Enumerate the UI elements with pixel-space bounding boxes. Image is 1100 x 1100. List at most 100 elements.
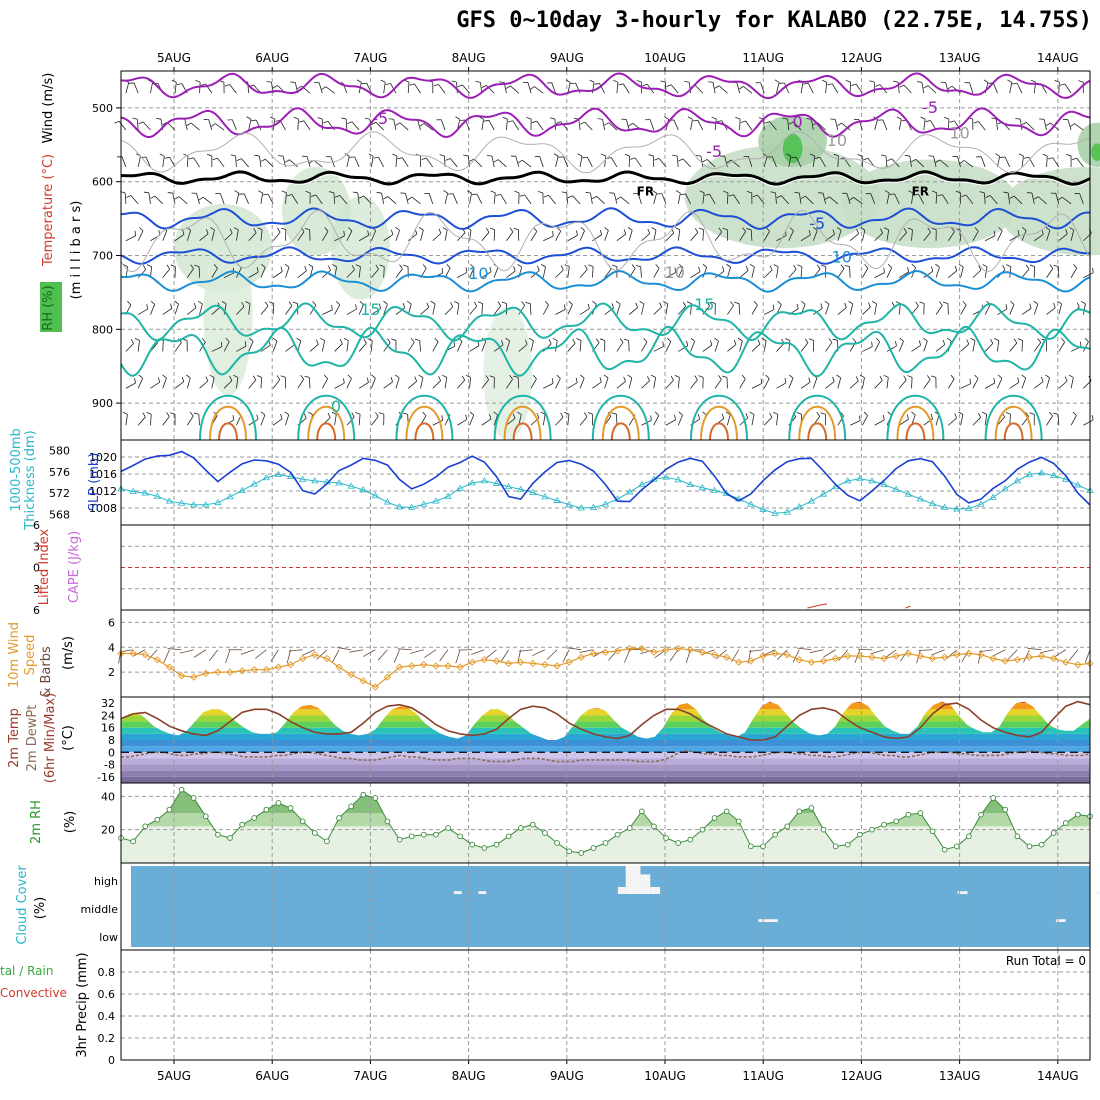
wind-barb-feather <box>1009 300 1015 305</box>
wind-barb <box>456 341 463 352</box>
wind-barb-feather <box>583 412 588 417</box>
temperature-contour <box>896 405 935 441</box>
wind-barb-feather <box>913 193 919 196</box>
wind-barb-feather <box>132 117 138 120</box>
wind-barb-feather <box>331 411 337 415</box>
series-marker <box>675 840 682 846</box>
wind-barb <box>751 343 761 352</box>
date-label-top: 6AUG <box>255 51 289 65</box>
wind-barb <box>297 378 305 389</box>
wind-barb <box>751 304 758 315</box>
wind-barb-feather <box>660 80 666 83</box>
wind-barb <box>1057 414 1060 426</box>
wind-barb-feather <box>572 338 576 344</box>
wind-barb <box>321 378 328 389</box>
wind-barb-feather <box>465 267 468 273</box>
wind-barb <box>923 379 931 389</box>
wind-barb-feather <box>998 227 1003 232</box>
wind-barb <box>285 192 287 204</box>
wind-barb <box>616 303 621 315</box>
wind-barb <box>812 377 818 389</box>
wind-barb-feather <box>883 374 889 378</box>
wind-barb-feather <box>672 154 678 157</box>
wind-barb <box>358 382 369 389</box>
wind-barb-feather <box>879 375 883 381</box>
wind-barb <box>1055 193 1060 204</box>
wind-barb-feather <box>403 264 409 268</box>
wind-barb-feather <box>769 265 773 271</box>
wind-barb-feather <box>827 83 833 86</box>
temperature-contour <box>120 72 1091 100</box>
series-marker <box>819 657 828 665</box>
contour-label: FR <box>637 185 654 199</box>
wind-barb-feather <box>317 117 323 120</box>
data-lines <box>114 72 1094 856</box>
wind-barb-feather <box>166 412 170 417</box>
wind10-axis-label-c: & Barbs <box>39 646 54 698</box>
wind-barb-feather <box>1080 341 1082 347</box>
wind-barb <box>616 342 624 352</box>
wind-barb <box>543 382 554 389</box>
wind-barb <box>500 649 509 662</box>
temperature-tick-label: -16 <box>97 771 115 784</box>
thickness-tick-label: 572 <box>49 487 70 500</box>
wind-barb <box>240 649 255 655</box>
series-marker <box>856 652 864 660</box>
wind-barb <box>1007 192 1011 204</box>
wind-barb-feather <box>580 374 585 379</box>
wind-barb <box>903 84 912 94</box>
wind-barb-feather <box>375 264 379 270</box>
wind-barb <box>351 121 360 131</box>
wind-barb <box>405 193 409 204</box>
wind-barb <box>623 83 630 94</box>
series-marker <box>274 663 283 671</box>
series-marker <box>929 828 936 835</box>
wind-barb-feather <box>343 230 345 236</box>
wind-barb-feather <box>937 194 943 197</box>
wind-barb-feather <box>541 264 546 268</box>
wind-barb-feather <box>1021 374 1026 379</box>
wind-barb-feather <box>1080 300 1086 305</box>
series-marker <box>577 653 585 661</box>
wind-barb <box>289 159 299 168</box>
wind-barb-feather <box>1066 154 1072 157</box>
series-marker <box>553 496 561 503</box>
wind-barb <box>471 649 485 655</box>
wind-barb <box>992 82 998 94</box>
wind-barb-feather <box>950 374 955 380</box>
series-marker <box>517 485 525 492</box>
wind-barb-feather <box>576 338 582 341</box>
wind-barb <box>527 82 532 94</box>
wind-barb <box>223 380 233 389</box>
date-label-bottom: 12AUG <box>841 1069 883 1083</box>
wind-barb-feather <box>122 411 128 415</box>
wind-barb-feather <box>253 228 257 233</box>
series-marker <box>395 663 404 671</box>
wind-barb <box>530 340 534 352</box>
wind-barb-feather <box>536 265 540 271</box>
series-marker <box>226 493 234 500</box>
wind-barb <box>381 192 385 204</box>
wind-barb-feather <box>1025 412 1029 417</box>
wind-barb-feather <box>809 153 815 157</box>
wind-barb-feather <box>642 83 648 87</box>
wind-barb <box>727 344 737 352</box>
wind-barb <box>1058 380 1068 389</box>
wind-barb-feather <box>820 264 826 268</box>
wind-barb <box>579 308 590 315</box>
wind-barb <box>1043 119 1047 131</box>
wind-barb-feather <box>777 300 782 305</box>
wind-barb-feather <box>675 190 681 194</box>
wind-barb <box>208 119 213 131</box>
wind-barb <box>481 418 492 426</box>
series-marker <box>795 503 804 510</box>
series-marker <box>941 846 948 853</box>
wind-barb-feather <box>623 338 629 341</box>
wind-barb <box>279 120 286 131</box>
wind-barb <box>745 120 753 131</box>
wind-barb-feather <box>722 266 725 272</box>
wind-barb-feather <box>887 158 893 162</box>
wind-barb-feather <box>985 195 991 198</box>
series-marker <box>311 651 319 659</box>
wind-barb <box>712 82 716 94</box>
